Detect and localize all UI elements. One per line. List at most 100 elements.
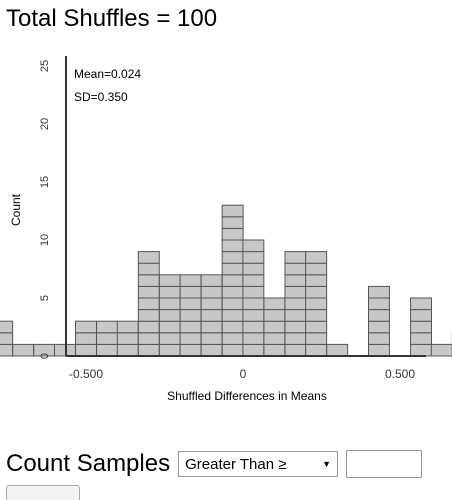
histogram-bar-cell (284, 262, 307, 276)
histogram-bar-cell (410, 297, 433, 311)
histogram-bar-cell (221, 216, 244, 229)
histogram-bar (179, 274, 202, 357)
histogram-bar-cell (200, 285, 223, 299)
histogram-bar-cell (410, 343, 433, 357)
y-tick-label: 5 (39, 295, 51, 301)
histogram-bar (96, 320, 119, 357)
threshold-input[interactable] (346, 450, 423, 478)
histogram-bar-cell (305, 251, 328, 264)
histogram-bar-cell (305, 343, 328, 357)
count-samples-row: Count Samples Greater Than ≥ ▼ (6, 448, 423, 480)
histogram-bar-cell (367, 332, 390, 345)
histogram-bar-cell (137, 262, 160, 276)
histogram-bar-cell (284, 320, 307, 334)
count-button[interactable] (6, 485, 80, 500)
histogram-bar-cell (263, 343, 286, 357)
histogram-bar-cell (284, 332, 307, 345)
histogram-bar-cell (242, 285, 265, 299)
histogram-bar-cell (116, 343, 139, 357)
histogram-bars (0, 204, 452, 357)
y-tick-label: 10 (39, 234, 51, 246)
histogram-bar-cell (221, 262, 244, 276)
histogram-bar-cell (0, 320, 14, 334)
histogram-bar-cell (221, 204, 244, 218)
histogram-bar-cell (179, 332, 202, 345)
histogram-bar-cell (75, 320, 97, 334)
histogram-bar (53, 343, 76, 357)
histogram-bar-cell (367, 320, 390, 334)
histogram-bar-cell (221, 297, 244, 311)
histogram-bar (305, 251, 328, 357)
histogram-bar (137, 251, 160, 357)
histogram-bar-cell (242, 251, 265, 264)
y-tick-labels: 0 5 10 15 20 25 (39, 60, 51, 359)
x-tick-label: 0.500 (385, 367, 415, 381)
histogram-bar-cell (367, 343, 390, 357)
histogram-bar-cell (53, 343, 76, 357)
histogram-bar-cell (179, 343, 202, 357)
histogram-bar-cell (326, 343, 349, 357)
histogram-bar (221, 204, 244, 357)
histogram-bar (12, 343, 35, 357)
count-samples-label: Count Samples (6, 450, 171, 477)
histogram-bar-cell (0, 332, 14, 345)
histogram-bar-cell (179, 320, 202, 334)
histogram-bar (158, 274, 181, 357)
y-tick-label: 15 (39, 176, 51, 188)
sd-label: SD=0.350 (74, 90, 128, 104)
histogram-bar-cell (221, 251, 244, 264)
histogram-bar-cell (284, 285, 307, 299)
histogram-bar-cell (305, 320, 328, 334)
histogram-bar-cell (179, 297, 202, 311)
histogram-bar-cell (284, 297, 307, 311)
y-tick-label: 25 (39, 60, 51, 72)
page-title: Total Shuffles = 100 (6, 5, 218, 32)
histogram-bar-cell (367, 285, 390, 299)
histogram-bar-cell (305, 297, 328, 311)
histogram-bar-cell (137, 343, 160, 357)
x-axis-label: Shuffled Differences in Means (167, 389, 327, 403)
histogram-bar-cell (367, 297, 390, 311)
histogram-bar-cell (410, 332, 433, 345)
histogram-bar-cell (242, 332, 265, 345)
histogram-bar-cell (137, 274, 160, 287)
y-tick-label: 20 (39, 118, 51, 130)
histogram-bar-cell (242, 320, 265, 334)
histogram-bar-cell (0, 343, 14, 357)
histogram-bar-cell (116, 332, 139, 345)
histogram-bar-cell (200, 309, 223, 322)
histogram-bar-cell (200, 274, 223, 287)
histogram-bar-cell (137, 309, 160, 322)
histogram-bar-cell (221, 285, 244, 299)
histogram-bar-cell (12, 343, 35, 357)
histogram-bar-cell (242, 309, 265, 322)
histogram-bar (242, 239, 265, 357)
histogram-bar-cell (158, 309, 181, 322)
x-tick-label: 0 (240, 367, 247, 381)
histogram-bar-cell (221, 332, 244, 345)
histogram-bar-cell (410, 309, 433, 322)
histogram-bar-cell (221, 274, 244, 287)
y-axis-label: Count (9, 193, 23, 226)
histogram-bar-cell (200, 332, 223, 345)
histogram-bar-cell (263, 320, 286, 334)
histogram-bar-cell (137, 297, 160, 311)
histogram-bar-cell (200, 320, 223, 334)
histogram-bar-cell (242, 297, 265, 311)
histogram-bar (263, 297, 286, 357)
histogram-bar-cell (116, 320, 139, 334)
histogram-bar-cell (75, 343, 97, 357)
histogram-bar (200, 274, 223, 357)
histogram-bar-cell (284, 309, 307, 322)
mean-label: Mean=0.024 (74, 67, 141, 81)
histogram-bar-cell (284, 343, 307, 357)
histogram-bar (75, 320, 97, 357)
histogram-bar (326, 343, 349, 357)
comparison-mode-select[interactable]: Greater Than ≥ ▼ (178, 451, 339, 477)
histogram-bar-cell (305, 262, 328, 276)
histogram-bar-cell (284, 251, 307, 264)
comparison-mode-value: Greater Than ≥ (185, 455, 287, 473)
histogram-bar-cell (96, 332, 119, 345)
histogram-bar-cell (158, 274, 181, 287)
